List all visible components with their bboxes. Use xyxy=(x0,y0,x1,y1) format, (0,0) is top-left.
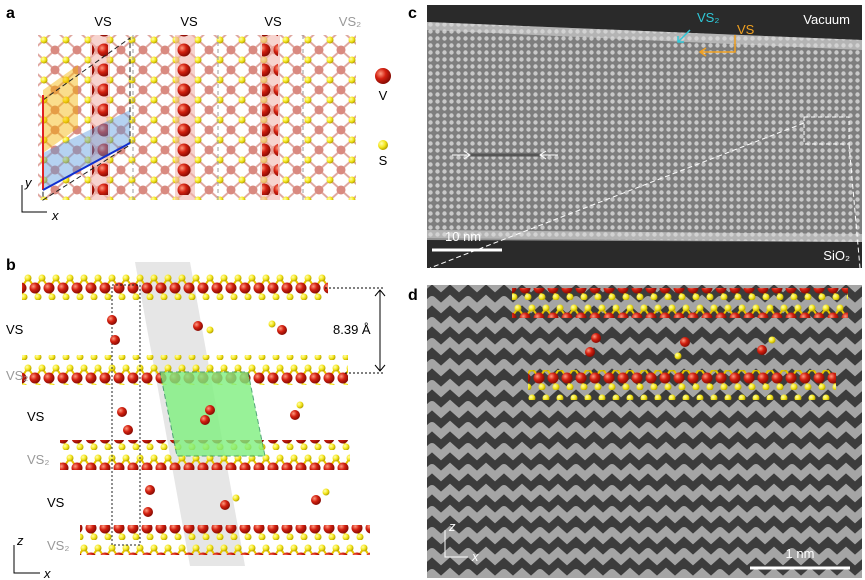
vector xyxy=(42,142,131,191)
edge xyxy=(427,22,862,50)
axes-icon xyxy=(444,530,468,558)
unit-cell xyxy=(111,284,141,546)
vs-column xyxy=(177,35,193,195)
vs-dimers xyxy=(585,333,776,360)
atom-s xyxy=(768,336,776,344)
axis-label: z xyxy=(448,519,456,534)
axis-label: x xyxy=(51,208,59,223)
layer-label: VS₂ xyxy=(27,452,49,467)
atom-s xyxy=(322,488,330,496)
atom-v xyxy=(757,345,767,355)
column-label: VS xyxy=(94,14,112,29)
legend-v xyxy=(375,68,391,84)
column-label: VS xyxy=(264,14,282,29)
panel-label: c xyxy=(408,5,417,22)
atom-v xyxy=(145,485,155,495)
region-label: SiO₂ xyxy=(823,248,850,263)
zoom-line xyxy=(429,122,805,269)
atom-v xyxy=(311,495,321,505)
arrow-label: VS xyxy=(737,22,755,37)
axis-label: x xyxy=(43,566,51,580)
vs2-chain xyxy=(80,525,370,555)
atom-v xyxy=(123,425,133,435)
cell-blue xyxy=(43,110,130,190)
arrow-label: VS₂ xyxy=(697,10,719,25)
vs2-chain xyxy=(22,270,328,300)
region-label: Vacuum xyxy=(803,12,850,27)
atom-v xyxy=(680,337,690,347)
atom-v xyxy=(205,405,215,415)
vs2-chain xyxy=(512,288,848,318)
vs-column xyxy=(92,35,108,195)
layer-label: VS₂ xyxy=(6,368,28,383)
column-label: VS₂ xyxy=(339,14,361,29)
ribbon xyxy=(427,22,862,242)
stem-image xyxy=(427,285,862,578)
layer-label: VS xyxy=(27,409,45,424)
atom-s xyxy=(674,352,682,360)
legend-label: V xyxy=(379,88,388,103)
atom-s xyxy=(232,494,240,502)
zoom-box xyxy=(803,116,850,145)
zoom-line xyxy=(848,143,861,269)
axis-label: z xyxy=(16,533,24,548)
axis-label: x xyxy=(471,549,479,564)
panel-label: d xyxy=(408,287,418,304)
atom-v xyxy=(107,315,117,325)
atom-v xyxy=(143,507,153,517)
vs-column xyxy=(262,35,278,195)
atom-v xyxy=(117,407,127,417)
atom-v xyxy=(110,335,120,345)
column-label: VS xyxy=(180,14,198,29)
atom-v xyxy=(193,321,203,331)
atom-v xyxy=(277,325,287,335)
spacing-arrow xyxy=(374,289,386,372)
cell-orange xyxy=(43,65,78,153)
scale-label: 10 nm xyxy=(445,229,481,244)
arrow xyxy=(698,35,736,57)
atom-v xyxy=(220,500,230,510)
atom-s xyxy=(268,320,276,328)
panel-label: a xyxy=(6,5,15,22)
atom-v xyxy=(290,410,300,420)
arrow xyxy=(677,29,691,43)
legend-label: S xyxy=(379,153,388,168)
layer-label: VS xyxy=(47,495,65,510)
layer-label: VS xyxy=(6,322,24,337)
atom-v xyxy=(200,415,210,425)
panel-label: b xyxy=(6,257,16,274)
atom-s xyxy=(206,326,214,334)
vs-dimers xyxy=(107,315,330,517)
legend-s xyxy=(378,140,388,150)
scale-label: 1 nm xyxy=(786,546,815,561)
axis-label: y xyxy=(24,175,33,190)
axes-icon xyxy=(21,185,47,213)
lattice xyxy=(38,35,356,200)
markers xyxy=(452,150,558,160)
atom-v xyxy=(585,347,595,357)
atom-s xyxy=(296,401,304,409)
edge xyxy=(427,230,862,242)
axes-icon xyxy=(13,545,40,574)
atom-v xyxy=(591,333,601,343)
spacing-label: 8.39 Å xyxy=(333,322,371,337)
layer-label: VS₂ xyxy=(47,538,69,553)
vs2-chain xyxy=(528,370,836,400)
